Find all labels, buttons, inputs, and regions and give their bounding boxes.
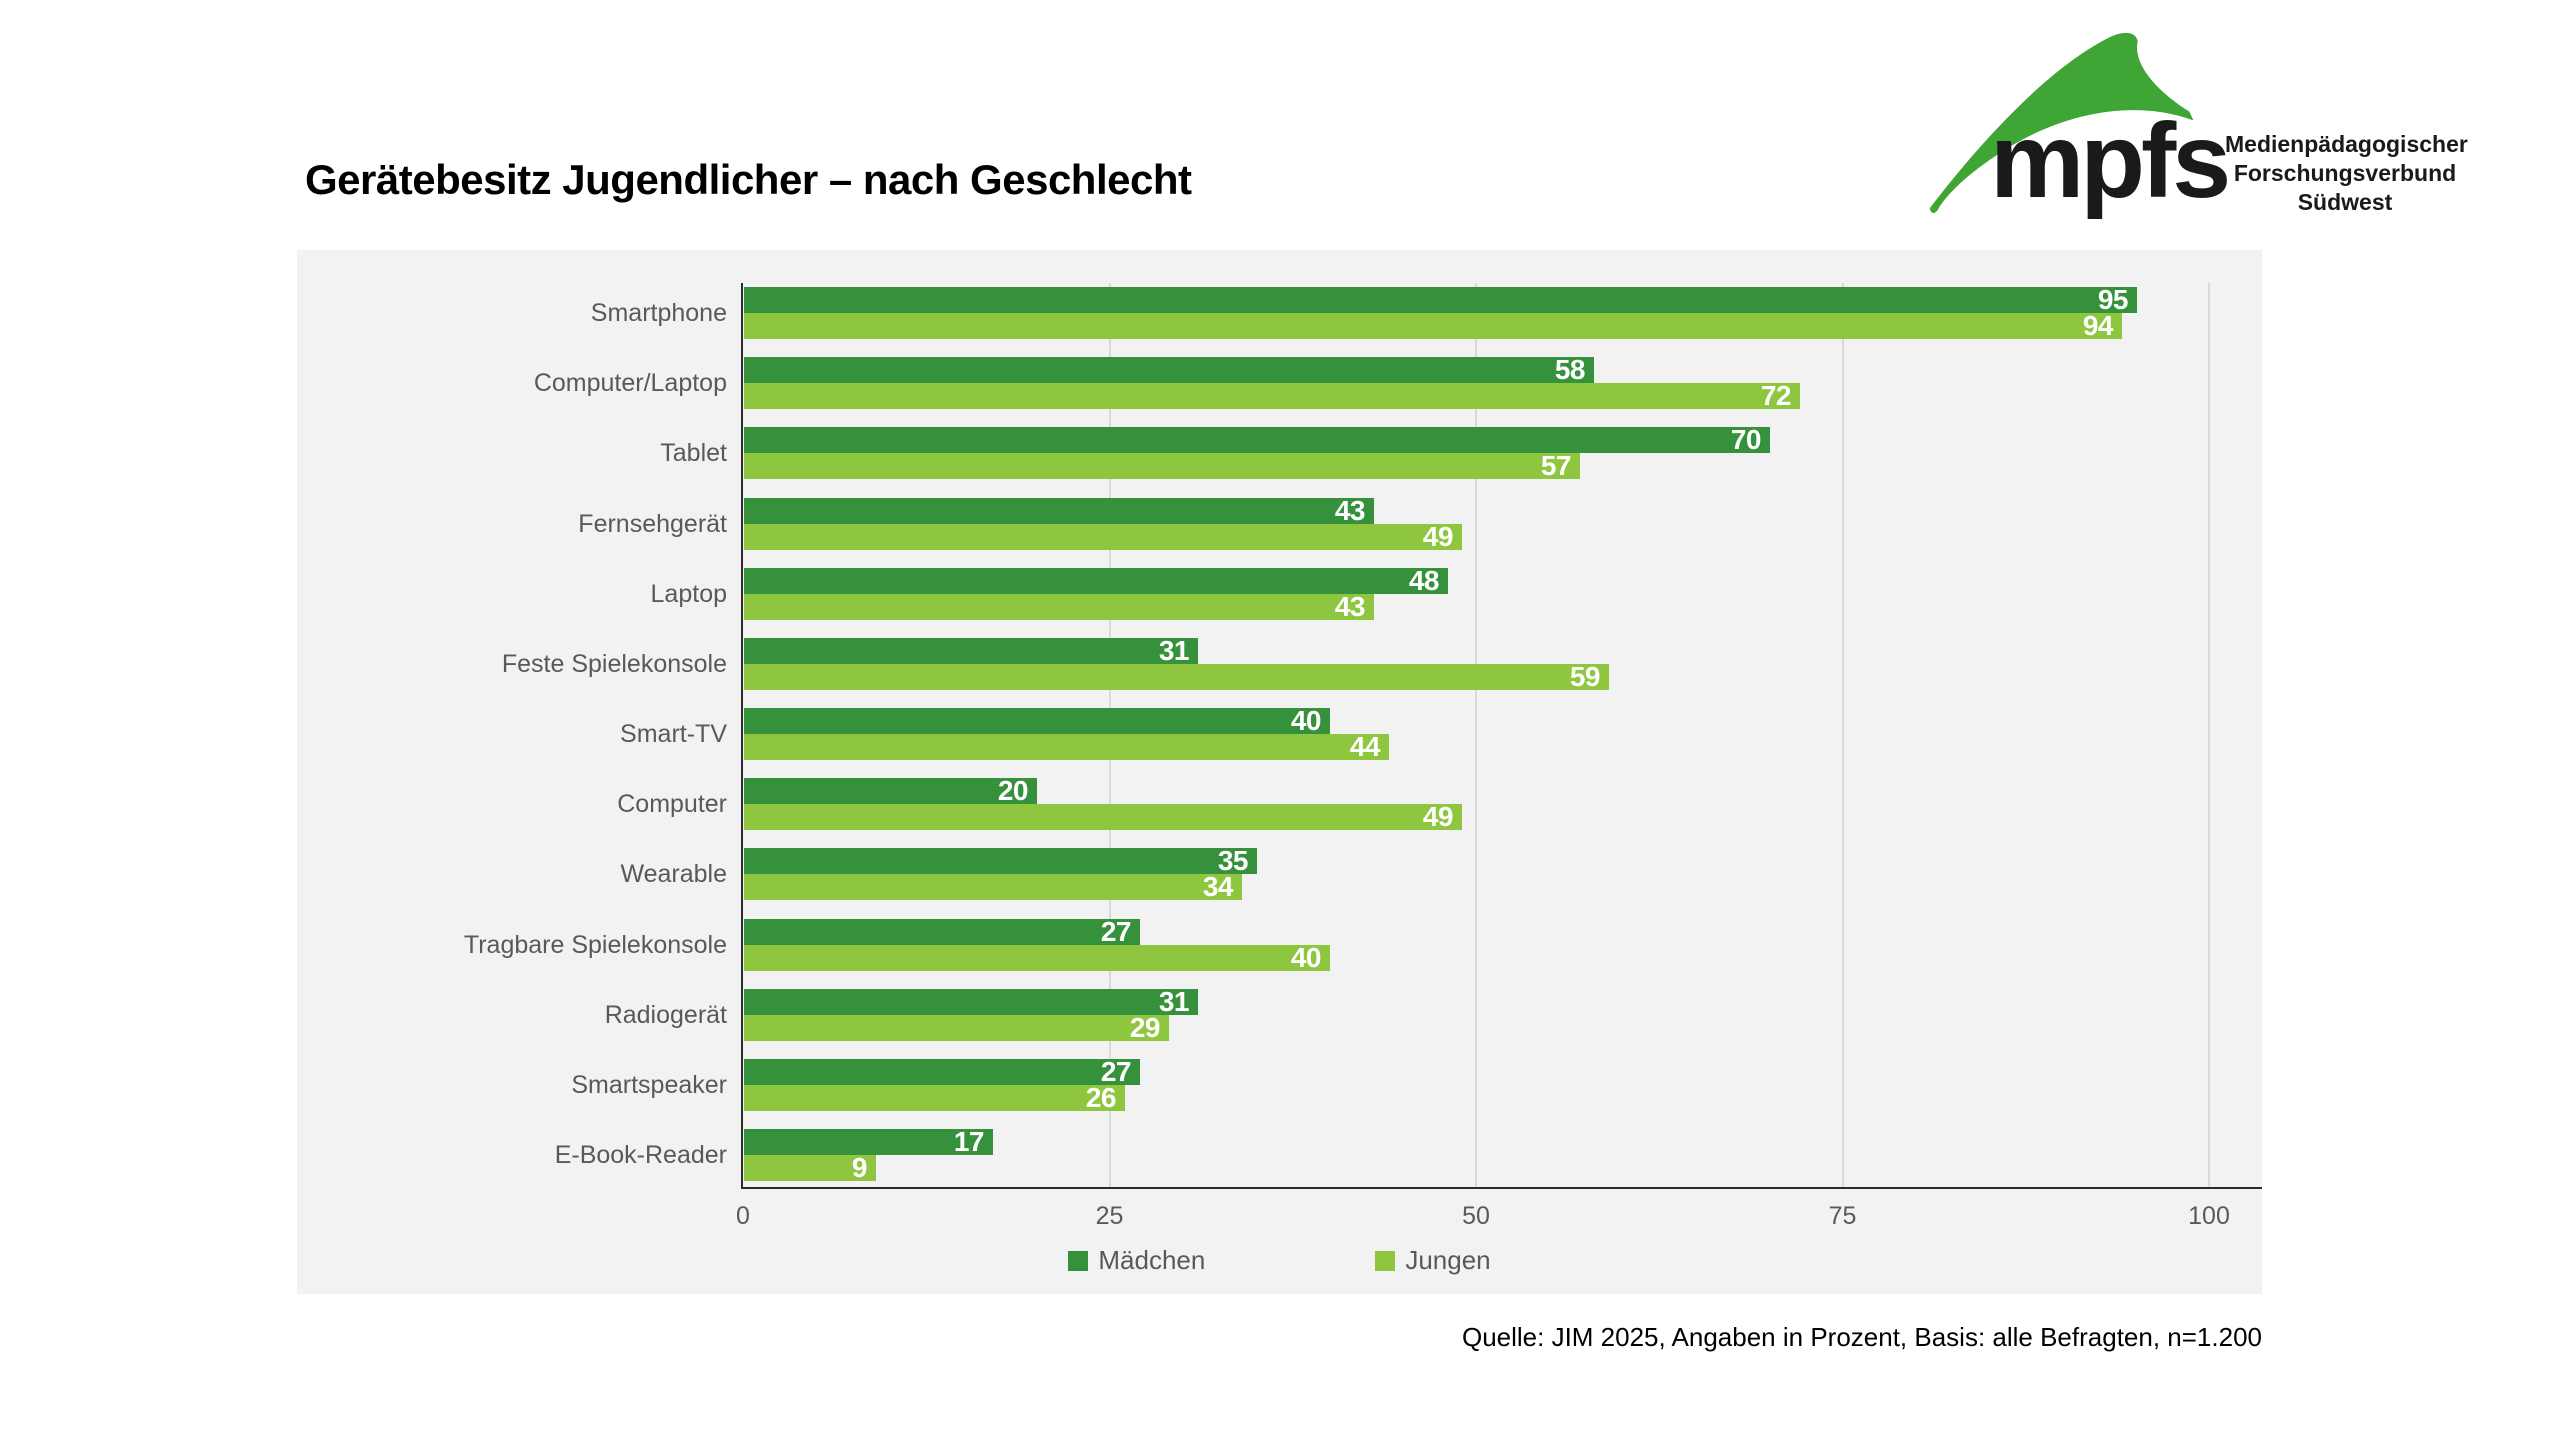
bar-value-label: 29 [1129, 1011, 1161, 1043]
category-label: Wearable [620, 860, 727, 889]
legend-label: Mädchen [1098, 1245, 1206, 1275]
bar-maedchen: 40 [744, 705, 1330, 737]
bar-maedchen: 17 [744, 1126, 993, 1158]
bar-value-label: 59 [1569, 660, 1601, 692]
x-tick-label: 25 [1095, 1202, 1124, 1230]
bar-value-label: 31 [1158, 634, 1190, 666]
bar-jungen: 43 [744, 590, 1374, 622]
bar-maedchen: 58 [744, 354, 1594, 386]
bar-maedchen: 43 [744, 494, 1374, 526]
legend-swatch-icon [1068, 1250, 1089, 1271]
x-tick-label: 0 [736, 1202, 750, 1230]
category-label: E-Book-Reader [554, 1141, 727, 1170]
bar-jungen: 59 [744, 660, 1609, 692]
x-tick-label: 75 [1828, 1202, 1857, 1230]
source-note: Quelle: JIM 2025, Angaben in Prozent, Ba… [1461, 1322, 2262, 1352]
bar-value-label: 31 [1158, 985, 1190, 1017]
category-label: Smartphone [590, 299, 727, 327]
mpfs-org-line-3: Südwest [2297, 189, 2393, 215]
bar-value-label: 34 [1202, 871, 1234, 903]
bar-jungen: 29 [744, 1011, 1169, 1043]
mpfs-org-line-1: Medienpädagogischer [2225, 131, 2468, 157]
bar-value-label: 58 [1554, 354, 1586, 386]
bar-value-label: 17 [953, 1126, 985, 1158]
legend-swatch-icon [1375, 1250, 1396, 1271]
mpfs-swoosh-icon [1929, 32, 2194, 214]
bar-value-label: 43 [1334, 590, 1366, 622]
bar-maedchen: 95 [744, 284, 2137, 315]
bar-jungen: 49 [744, 801, 1462, 833]
bar-value-label: 9 [851, 1152, 868, 1184]
x-tick-label: 50 [1462, 1202, 1490, 1230]
bar-maedchen: 70 [744, 424, 1770, 456]
category-label: Fernsehgerät [578, 509, 727, 538]
category-label: Smart-TV [620, 720, 727, 749]
x-tick-label: 100 [2188, 1202, 2230, 1230]
category-label: Computer/Laptop [533, 369, 727, 398]
category-label: Feste Spielekonsole [501, 649, 727, 678]
bar-maedchen: 27 [744, 1055, 1140, 1087]
bar-jungen: 57 [744, 450, 1580, 482]
bar-jungen: 49 [744, 520, 1462, 552]
bar-value-label: 95 [2097, 284, 2129, 315]
bar-jungen: 72 [744, 380, 1800, 412]
bar-maedchen: 35 [744, 845, 1257, 877]
bar-jungen: 40 [744, 941, 1330, 973]
category-label: Radiogerät [604, 1000, 727, 1029]
x-axis-line [741, 1187, 2262, 1189]
bar-maedchen: 31 [744, 634, 1198, 666]
gridline-50 [1475, 283, 1477, 1187]
bar-value-label: 44 [1349, 731, 1381, 763]
mpfs-wordmark: mpfs [1990, 102, 2231, 220]
bar-jungen: 34 [744, 871, 1242, 903]
bar-value-label: 49 [1422, 520, 1454, 552]
bar-value-label: 72 [1760, 380, 1792, 412]
bar-value-label: 26 [1085, 1081, 1117, 1113]
mpfs-logo: mpfs Medienpädagogischer Forschungsverbu… [1905, 8, 2468, 228]
bar-value-label: 35 [1217, 845, 1249, 877]
chart-legend: Mädchen Jungen [297, 1245, 2262, 1276]
category-label: Laptop [650, 579, 727, 608]
bar-value-label: 49 [1422, 801, 1454, 833]
bar-value-label: 40 [1290, 941, 1322, 973]
category-label: Tragbare Spielekonsole [463, 930, 727, 959]
bar-maedchen: 31 [744, 985, 1198, 1017]
page-title: Gerätebesitz Jugendlicher – nach Geschle… [305, 156, 1192, 203]
bar-value-label: 20 [997, 775, 1029, 807]
bar-jungen: 9 [744, 1152, 876, 1184]
mpfs-org-name: Medienpädagogischer Forschungsverbund Sü… [2225, 130, 2468, 217]
bar-value-label: 70 [1730, 424, 1762, 456]
chart-panel: 0 25 50 75 100 Smartphone 95 94 Computer/Laptop 5… [297, 250, 2262, 1294]
bar-jungen: 44 [744, 731, 1389, 763]
category-label: Smartspeaker [571, 1070, 727, 1099]
bar-value-label: 48 [1408, 564, 1440, 596]
mpfs-org-line-2: Forschungsverbund [2233, 160, 2457, 186]
bar-jungen: 26 [744, 1081, 1125, 1113]
gridline-100 [2208, 283, 2210, 1187]
bar-value-label: 40 [1290, 705, 1322, 737]
bar-maedchen: 48 [744, 564, 1448, 596]
legend-entry-mdchen: Mädchen [1068, 1245, 1205, 1276]
bar-value-label: 57 [1540, 450, 1572, 482]
bar-value-label: 43 [1334, 494, 1366, 526]
legend-label: Jungen [1405, 1245, 1491, 1275]
bar-value-label: 27 [1100, 1055, 1132, 1087]
bar-maedchen: 20 [744, 775, 1037, 807]
bar-maedchen: 27 [744, 915, 1140, 947]
category-label: Computer [617, 790, 727, 819]
gridline-75 [1841, 283, 1844, 1187]
bar-jungen: 94 [744, 310, 2122, 341]
category-label: Tablet [660, 439, 727, 468]
legend-entry-jungen: Jungen [1375, 1245, 1491, 1276]
bar-value-label: 27 [1100, 915, 1132, 947]
bar-value-label: 94 [2082, 310, 2114, 341]
y-axis-line [741, 283, 743, 1189]
